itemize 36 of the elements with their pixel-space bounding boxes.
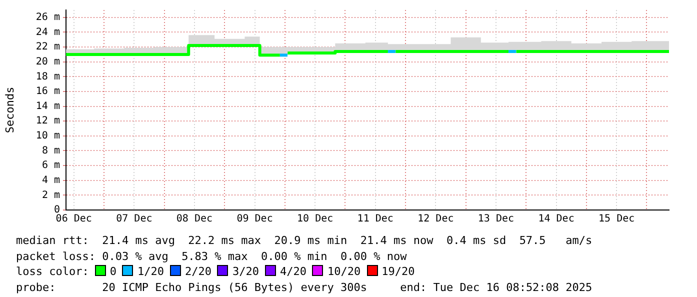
- x-tick-label: 14 Dec: [538, 214, 574, 225]
- y-tick-label: 20 m: [36, 56, 60, 68]
- y-tick-label: 10 m: [36, 130, 60, 142]
- x-tick-label: 08 Dec: [176, 214, 213, 225]
- y-tick-label: 18 m: [36, 71, 60, 82]
- y-tick-label: 12 m: [36, 116, 60, 127]
- y-tick-label: 26 m: [36, 12, 60, 23]
- legend-title: loss color:: [16, 265, 89, 278]
- legend-label: 10/20: [327, 265, 361, 278]
- legend-label: 1/20: [137, 265, 164, 278]
- x-tick-label: 09 Dec: [236, 214, 273, 225]
- x-tick-label: 15 Dec: [598, 214, 635, 225]
- y-tick-label: 6 m: [42, 160, 60, 172]
- legend-label: 4/20: [280, 265, 306, 278]
- text: median rtt: 21.4 ms avg 22.2 ms max 20.9 ms min 21.4 ms now 0.4 ms sd 57.5 am/s: [16, 233, 592, 248]
- y-tick-label: 24 m: [36, 26, 60, 38]
- x-tick-label: 13 Dec: [478, 214, 514, 225]
- x-tick-label: 12 Dec: [418, 214, 454, 225]
- legend-label: 2/20: [184, 265, 212, 278]
- x-tick-label: 10 Dec: [297, 214, 334, 225]
- y-axis-title: Seconds: [3, 86, 16, 134]
- y-tick-label: 22 m: [36, 42, 60, 53]
- text: probe: 20 ICMP Echo Pings (56 Bytes) every 300s: [16, 280, 367, 294]
- x-tick-label: 11 Dec: [357, 214, 394, 225]
- y-tick-label: 14 m: [36, 100, 60, 112]
- y-tick-label: 8 m: [42, 145, 60, 156]
- y-tick-label: 16 m: [36, 86, 60, 98]
- y-tick-label: 4 m: [42, 174, 60, 186]
- text: packet loss: 0.03 % avg 5.83 % max 0.00 % min 0.00 % now: [16, 248, 408, 264]
- legend-label: 3/20: [232, 265, 259, 278]
- legend-label: 19/20: [382, 265, 415, 278]
- x-tick-label: 07 Dec: [116, 214, 152, 225]
- y-tick-label: 2 m: [42, 190, 60, 201]
- text: end: Tue Dec 16 08:52:08 2025: [400, 280, 592, 295]
- x-tick-label: 06 Dec: [56, 214, 92, 225]
- legend-label: 0: [110, 265, 116, 278]
